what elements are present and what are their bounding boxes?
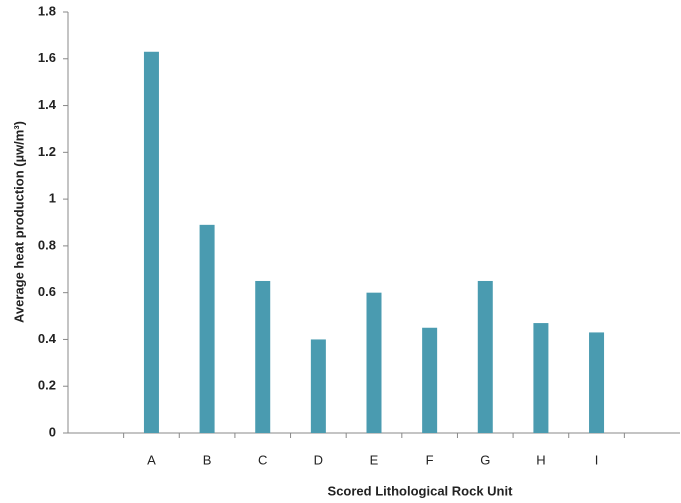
bar [589, 332, 605, 433]
x-tick-label: G [480, 452, 490, 467]
y-tick-label: 1.2 [38, 144, 56, 159]
y-tick-label: 0.8 [38, 237, 56, 252]
y-tick-label: 0.6 [38, 284, 56, 299]
y-tick-label: 1.6 [38, 50, 56, 65]
x-tick-label: A [147, 452, 156, 467]
x-axis-label: Scored Lithological Rock Unit [328, 483, 514, 498]
y-tick-label: 0 [49, 424, 56, 439]
bar [366, 292, 382, 433]
bar [143, 51, 159, 434]
y-tick-label: 1 [49, 191, 56, 206]
x-tick-label: B [203, 452, 212, 467]
x-tick-label: E [370, 452, 379, 467]
y-tick-label: 0.4 [38, 331, 57, 346]
bar [477, 280, 493, 433]
bar [533, 323, 549, 433]
bar [255, 280, 271, 433]
y-tick-label: 1.8 [38, 3, 56, 18]
y-axis-label: Average heat production (µw/m³) [11, 121, 26, 323]
y-tick-label: 0.2 [38, 378, 56, 393]
bar [199, 224, 215, 433]
x-tick-label: I [595, 452, 599, 467]
x-tick-label: F [426, 452, 434, 467]
x-tick-label: D [314, 452, 323, 467]
y-tick-label: 1.4 [38, 97, 57, 112]
x-tick-label: H [536, 452, 545, 467]
x-tick-label: C [258, 452, 267, 467]
bar [422, 327, 438, 433]
bar [310, 339, 326, 433]
